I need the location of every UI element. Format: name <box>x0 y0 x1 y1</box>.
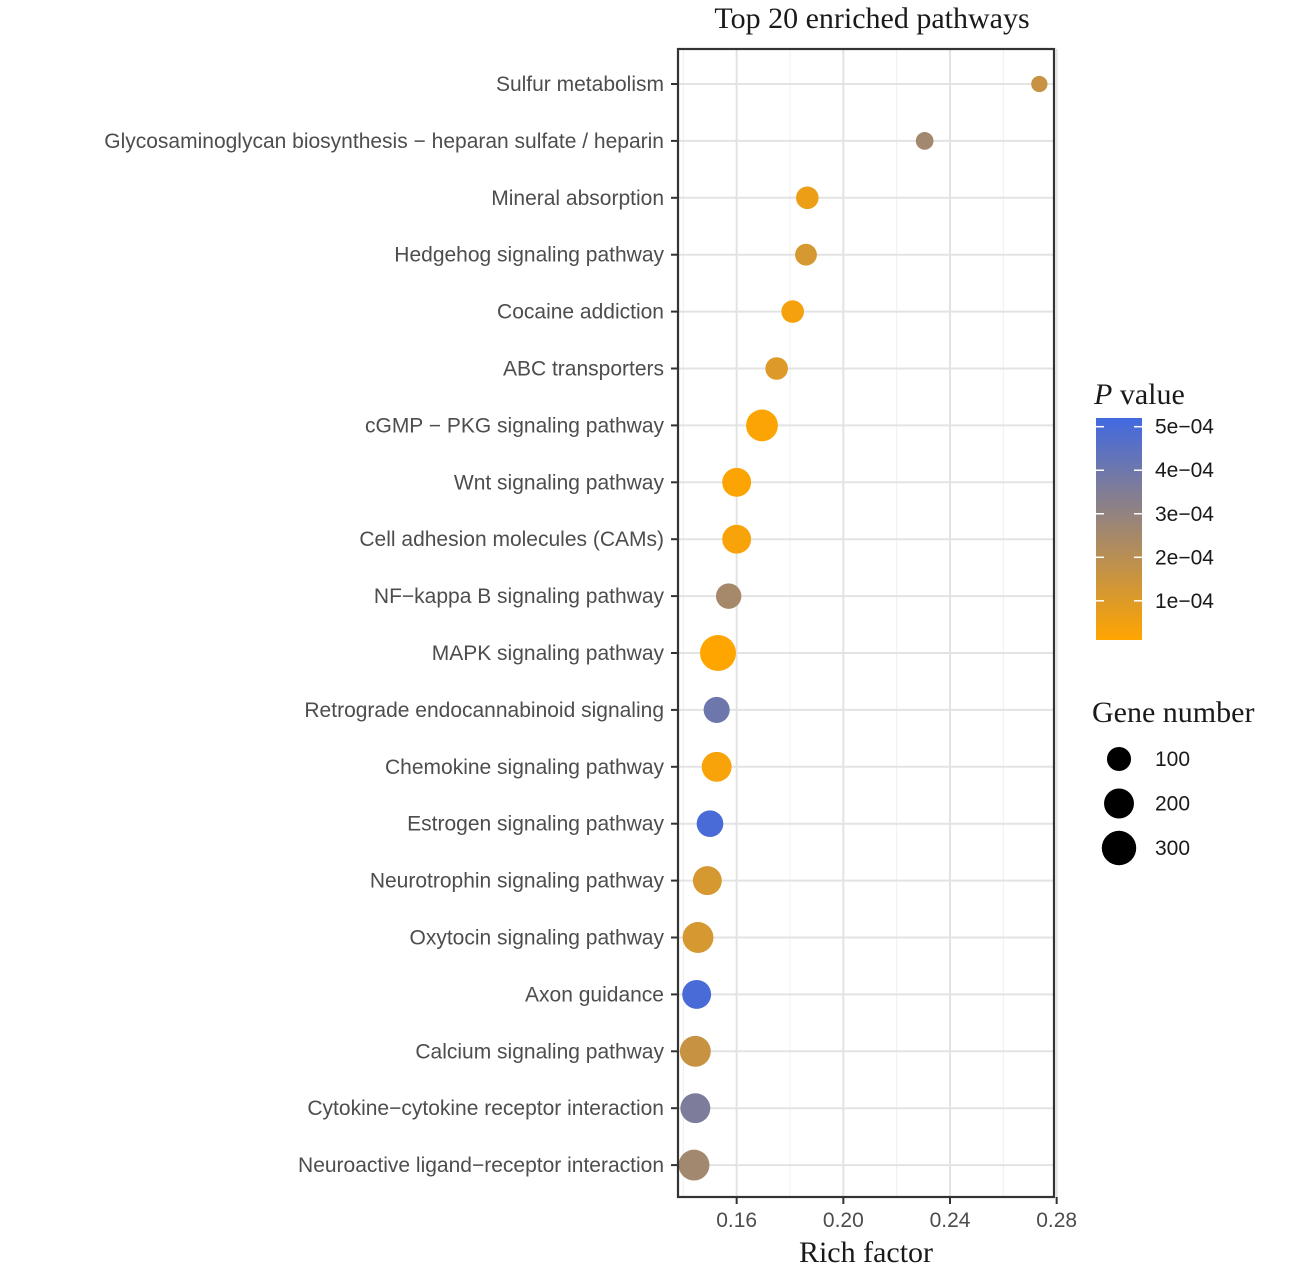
data-point <box>715 583 742 609</box>
y-tick-label: Oxytocin signaling pathway <box>410 927 665 950</box>
size-legend-label: 100 <box>1155 748 1190 771</box>
colorbar-tick-label: 5e−04 <box>1155 416 1214 439</box>
data-point <box>795 243 817 266</box>
data-point <box>722 524 752 554</box>
grid-lines <box>678 49 1058 1197</box>
x-axis-label: Rich factor <box>799 1236 933 1269</box>
data-point <box>682 979 712 1009</box>
gene-number-legend: Gene number 100 200 300 <box>1092 696 1254 866</box>
y-tick-label: Estrogen signaling pathway <box>407 813 664 836</box>
x-axis-ticks: 0.16 0.20 0.24 0.28 <box>716 1197 1077 1232</box>
size-legend-label: 200 <box>1155 793 1190 816</box>
p-value-legend-title: P value <box>1093 378 1185 411</box>
data-point <box>1031 75 1048 93</box>
data-point <box>703 696 730 723</box>
y-tick-label: Axon guidance <box>525 983 664 1006</box>
size-legend-circle <box>1106 746 1132 772</box>
category-labels: Sulfur metabolism Glycosaminoglycan biosy… <box>104 73 678 1177</box>
x-tick-label: 0.16 <box>716 1209 757 1232</box>
x-tick-label: 0.28 <box>1036 1209 1077 1232</box>
y-tick-label: Mineral absorption <box>491 187 664 210</box>
data-point <box>701 751 732 782</box>
data-point <box>692 866 722 896</box>
data-point <box>680 1093 711 1124</box>
data-point <box>765 357 788 380</box>
data-points <box>678 75 1048 1181</box>
y-tick-label: Wnt signaling pathway <box>454 471 665 494</box>
plot-panel-border <box>676 47 1056 1199</box>
data-point <box>781 300 804 323</box>
y-tick-label: Cytokine−cytokine receptor interaction <box>307 1097 664 1120</box>
gene-number-legend-items: 100 200 300 <box>1101 746 1190 866</box>
data-point <box>915 132 934 150</box>
y-tick-label: Cocaine addiction <box>497 301 664 324</box>
data-point <box>746 409 778 442</box>
x-tick-label: 0.20 <box>823 1209 864 1232</box>
p-value-colorbar <box>1096 418 1142 640</box>
size-legend-label: 300 <box>1155 837 1190 860</box>
colorbar-tick-label: 1e−04 <box>1155 590 1214 613</box>
x-tick-label: 0.24 <box>930 1209 971 1232</box>
data-point <box>679 1035 711 1067</box>
colorbar-tick-label: 3e−04 <box>1155 503 1214 526</box>
p-value-legend-ticks: 5e−04 4e−04 3e−04 2e−04 1e−04 <box>1096 416 1214 613</box>
y-tick-label: cGMP − PKG signaling pathway <box>365 414 665 437</box>
colorbar-tick-label: 2e−04 <box>1155 546 1214 569</box>
y-tick-label: Hedgehog signaling pathway <box>394 244 664 267</box>
colorbar-tick-label: 4e−04 <box>1155 459 1214 482</box>
y-tick-label: Retrograde endocannabinoid signaling <box>304 699 664 722</box>
data-point <box>796 186 819 210</box>
data-point <box>700 635 736 671</box>
y-tick-label: Sulfur metabolism <box>496 73 664 96</box>
y-tick-label: MAPK signaling pathway <box>432 642 665 665</box>
data-point <box>682 922 714 953</box>
size-legend-circle <box>1101 830 1137 866</box>
y-tick-label: Neuroactive ligand−receptor interaction <box>298 1154 664 1177</box>
data-point <box>696 810 724 838</box>
y-tick-label: Cell adhesion molecules (CAMs) <box>359 528 664 551</box>
gene-number-legend-title: Gene number <box>1092 696 1254 729</box>
y-tick-label: Calcium signaling pathway <box>415 1040 664 1063</box>
size-legend-circle <box>1104 788 1134 819</box>
y-tick-label: ABC transporters <box>503 358 664 381</box>
y-tick-label: Chemokine signaling pathway <box>385 756 664 779</box>
y-tick-label: Glycosaminoglycan biosynthesis − heparan… <box>104 130 664 153</box>
y-tick-label: NF−kappa B signaling pathway <box>374 585 665 608</box>
chart-title: Top 20 enriched pathways <box>714 2 1029 35</box>
p-value-legend: P value 5e−04 4e−04 3e−04 2e−04 1e−04 <box>1093 378 1214 640</box>
y-tick-label: Neurotrophin signaling pathway <box>370 870 665 893</box>
data-point <box>722 467 752 497</box>
data-point <box>678 1149 710 1181</box>
